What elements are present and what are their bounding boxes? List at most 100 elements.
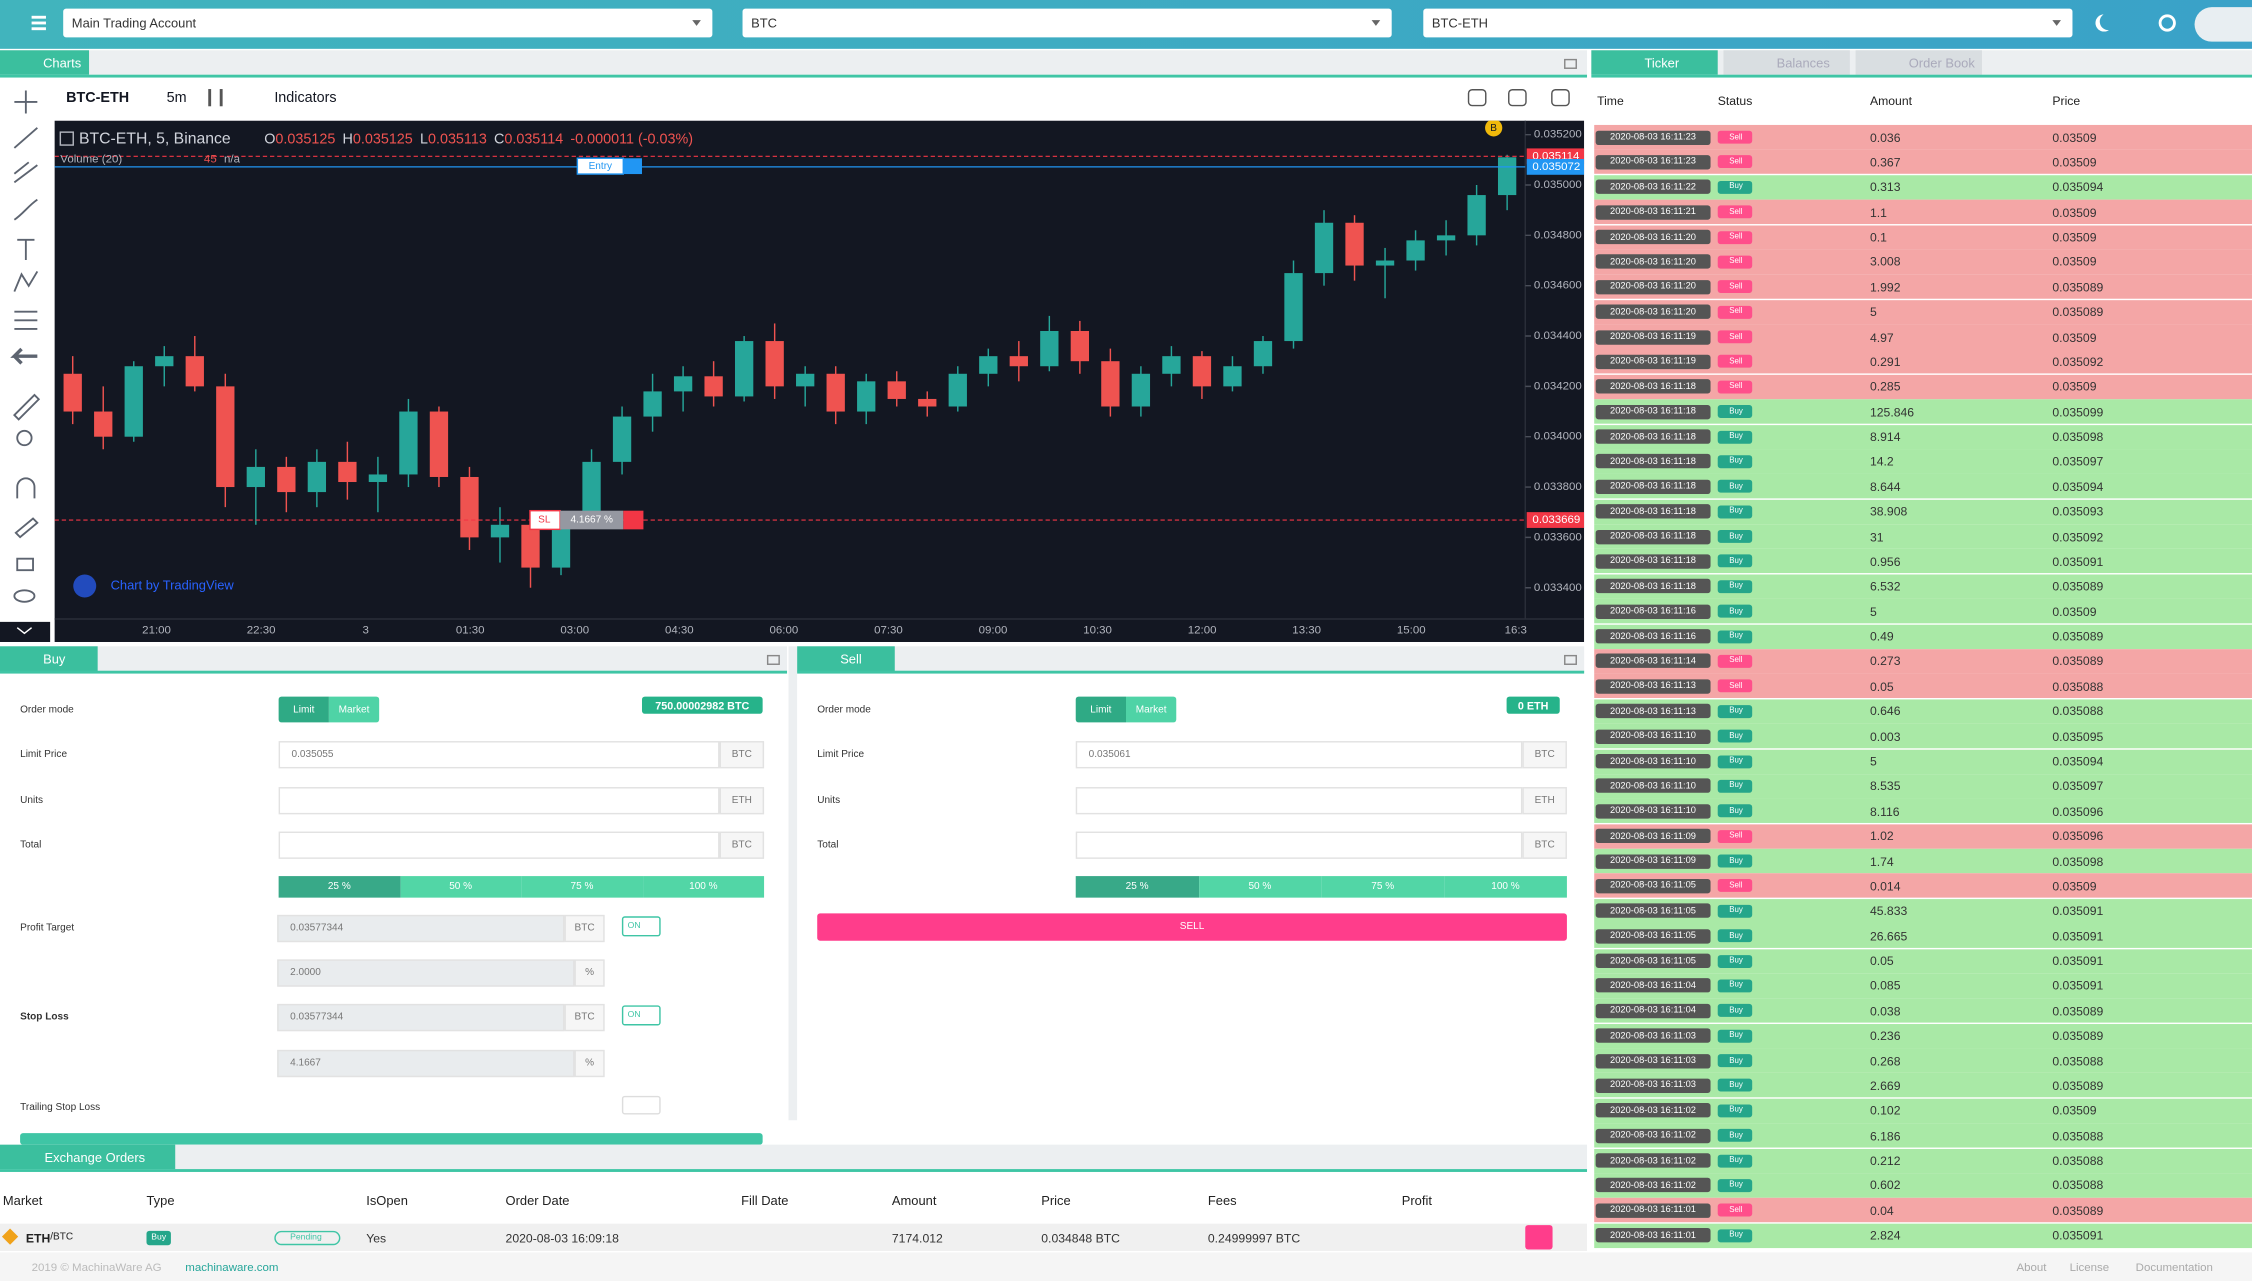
percent-button[interactable]: 75 % [521,876,643,898]
percent-button[interactable]: 100 % [1444,876,1567,898]
tab-underline [0,1169,1588,1172]
right-tab[interactable]: Order Book [1855,50,1982,75]
theme-toggle[interactable] [2095,14,2112,31]
trade-status: Sell [1717,255,1753,269]
percent-button[interactable]: 75 % [1321,876,1445,898]
user-avatar[interactable] [2194,7,2252,42]
charts-tab[interactable]: Charts [0,50,90,75]
market-button[interactable]: Market [1125,696,1177,723]
trade-time: 2020-08-03 16:11:13 [1595,679,1711,694]
trade-status: Buy [1717,854,1753,868]
percent-button[interactable]: 25 % [1075,876,1199,898]
prediction-tool[interactable] [14,310,38,330]
chart-toolbar-button[interactable] [1467,89,1487,107]
candle-body [979,356,998,374]
candle-body [1040,330,1059,367]
panel-tab[interactable]: Buy [0,646,98,673]
chart-toolbar-button[interactable] [1551,89,1570,107]
account-select[interactable]: Main Trading Account [63,8,713,38]
market-select[interactable]: BTC-ETH [1423,8,2073,38]
trade-price: 0.035096 [2052,828,2104,844]
orders-header[interactable]: Profit [1401,1193,1432,1208]
orders-header[interactable]: Fees [1207,1193,1237,1208]
profit-target-pct-input[interactable]: 2.0000 [277,959,575,987]
panel-minimize[interactable] [1564,58,1577,69]
orders-header[interactable]: Market [2,1193,43,1208]
sell-button[interactable]: SELL [817,913,1567,941]
orders-tab[interactable]: Exchange Orders [0,1144,176,1170]
entry-label: Entry [589,161,612,172]
candle-body [887,381,906,399]
trade-amount: 0.05 [1869,679,1894,694]
trade-time: 2020-08-03 16:11:18 [1595,379,1711,394]
market-button[interactable]: Market [328,696,380,723]
chart-background [54,120,1585,642]
visibility-tool[interactable] [13,589,36,603]
total-input[interactable] [278,831,720,859]
chart-interval[interactable]: 5m [166,89,187,106]
chart-toolbar-button[interactable] [1508,89,1527,107]
orders-header[interactable]: Type [146,1193,175,1208]
panel-minimize[interactable] [766,654,780,665]
percent-button[interactable]: 100 % [642,876,765,898]
trade-amount: 0.273 [1869,654,1901,669]
units-input[interactable] [1075,787,1523,815]
limit-price-input[interactable]: 0.035061 [1075,741,1523,769]
indicators-button[interactable]: Indicators [274,89,337,106]
pattern-tool[interactable] [13,270,39,292]
magnet-tool[interactable] [16,477,36,499]
units-input[interactable] [278,787,720,815]
total-input[interactable] [1075,831,1523,859]
trailing-stop-toggle[interactable] [621,1095,661,1115]
limit-button[interactable]: Limit [1075,696,1126,723]
footer-link[interactable]: Documentation [2135,1260,2213,1274]
cancel-order-button[interactable] [1525,1225,1553,1250]
chart-type-button[interactable] [208,89,223,107]
measure-tool[interactable] [13,393,41,421]
fib-tool[interactable] [13,161,38,184]
profit-target-toggle[interactable]: ON [621,916,661,937]
stop-loss-toggle[interactable]: ON [621,1005,661,1026]
trade-status: Buy [1717,1029,1753,1043]
trade-status: Sell [1717,380,1753,394]
trade-status: Buy [1717,954,1753,968]
settings-button[interactable] [2158,14,2176,32]
zoom-tool[interactable] [16,429,33,447]
trade-time: 2020-08-03 16:11:14 [1595,654,1711,669]
percent-button[interactable]: 50 % [1198,876,1322,898]
back-tool[interactable] [10,347,38,365]
limit-price-input-unit: BTC [719,741,765,769]
site-link[interactable]: machinaware.com [185,1260,279,1274]
limit-price-input[interactable]: 0.035055 [278,741,720,769]
orders-header[interactable]: Fill Date [741,1193,789,1208]
trade-price: 0.035088 [2052,1178,2104,1193]
trend-line-tool[interactable] [13,127,38,149]
buy-submit-bar[interactable] [20,1133,763,1145]
orders-header[interactable]: Price [1041,1193,1071,1208]
chart-symbol[interactable]: BTC-ETH [66,89,130,106]
lock-tool[interactable] [16,557,34,572]
right-tab[interactable]: Ticker [1591,50,1718,75]
profit-target-input[interactable]: 0.03577344 [277,914,565,943]
trade-amount: 1.02 [1869,828,1894,844]
panel-minimize[interactable] [1564,654,1577,665]
footer-link[interactable]: About [2016,1260,2047,1274]
orders-header[interactable]: IsOpen [366,1193,408,1208]
limit-button[interactable]: Limit [278,696,329,723]
orders-header[interactable]: Order Date [505,1193,570,1208]
footer-link[interactable]: License [2069,1260,2110,1274]
stop-loss-input[interactable]: 0.03577344 [277,1003,565,1032]
trade-status: Buy [1717,704,1753,718]
right-tab[interactable]: Balances [1723,50,1850,75]
percent-button[interactable]: 50 % [399,876,522,898]
percent-button[interactable]: 25 % [278,876,400,898]
lock-drawing-tool[interactable] [14,517,39,539]
crosshair-tool[interactable] [14,90,38,114]
chart-legend-title: BTC-ETH, 5, Binance [79,130,231,147]
text-tool[interactable] [17,238,35,260]
panel-tab[interactable]: Sell [797,646,895,673]
brush-tool[interactable] [13,198,38,221]
stop-loss-pct-input[interactable]: 4.1667 [277,1049,575,1078]
orders-header[interactable]: Amount [891,1193,937,1208]
currency-select[interactable]: BTC [742,8,1392,38]
